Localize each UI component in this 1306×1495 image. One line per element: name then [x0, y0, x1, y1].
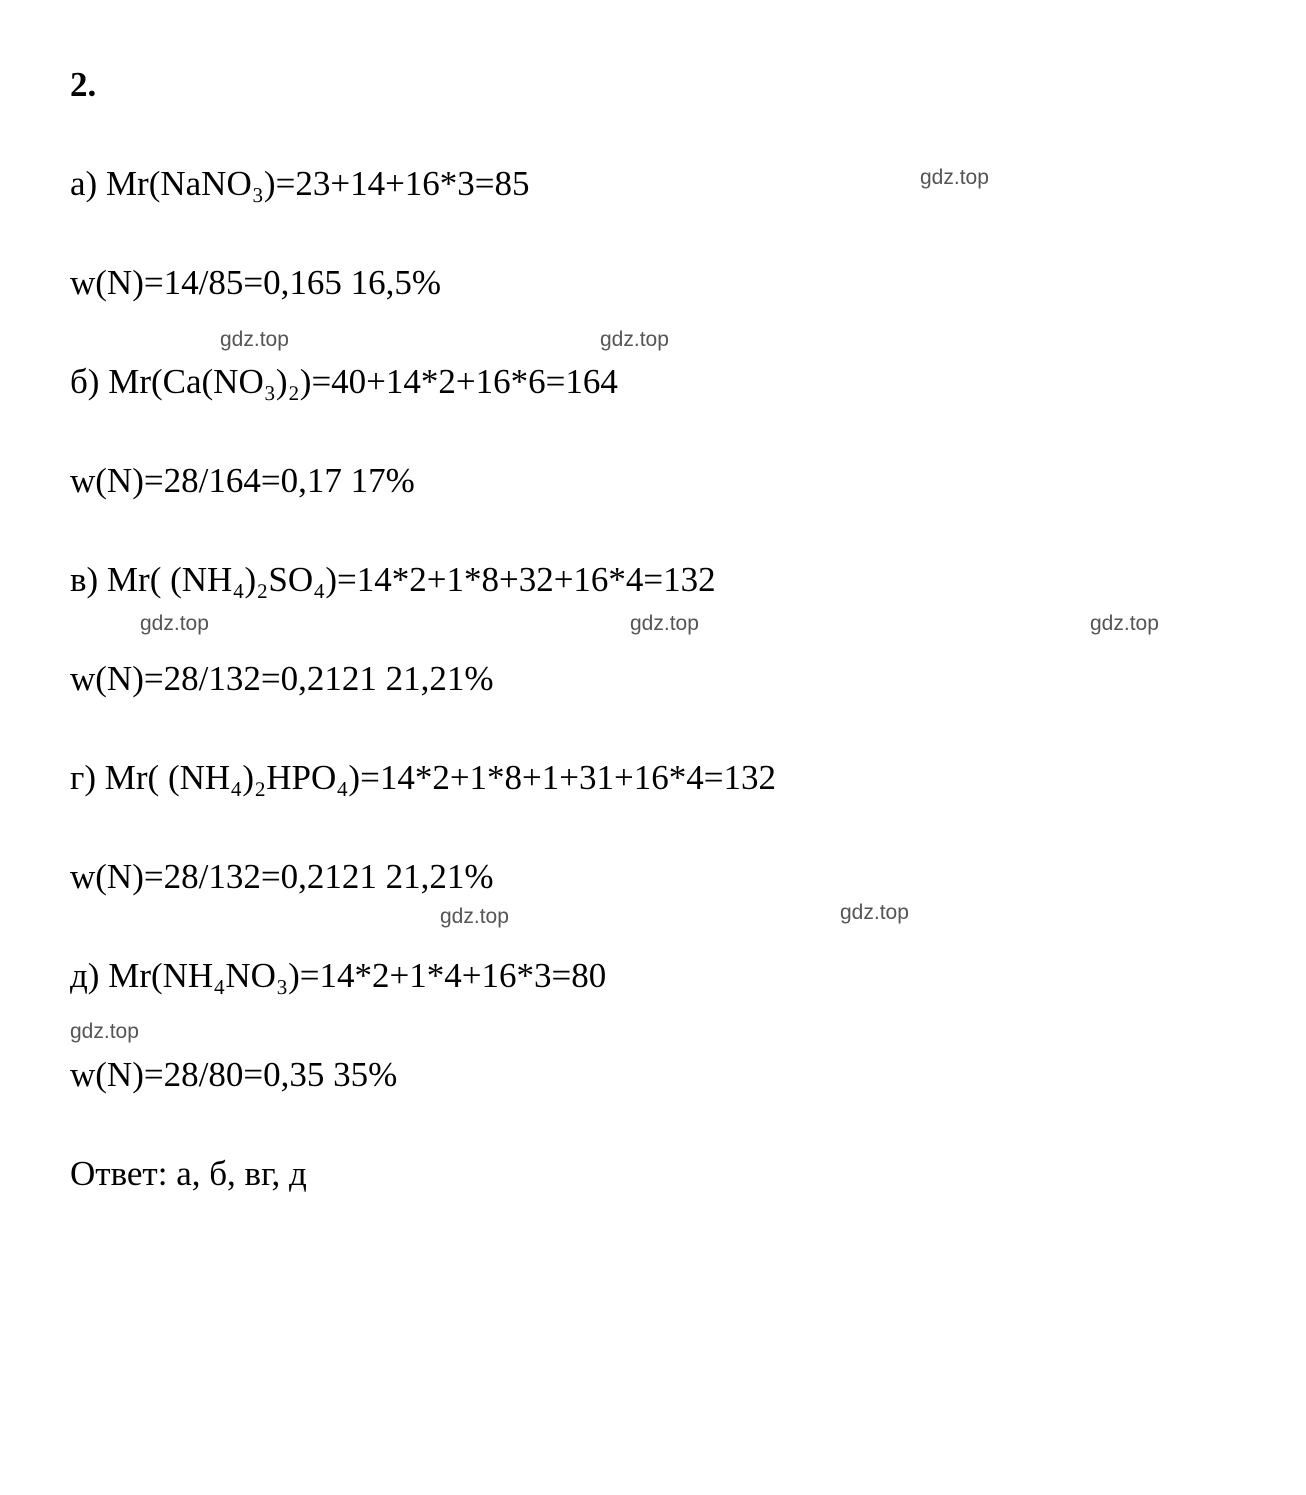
equation-text: г) Mr( (NH₄)₂HPO₄)=14*2+1*8+1+31+16*4=13…	[70, 758, 776, 797]
watermark-text: gdz.top	[600, 325, 669, 354]
equation-text: w(N)=14/85=0,165 16,5%	[70, 263, 441, 302]
watermark-text: gdz.top	[840, 898, 909, 927]
line-b-w: w(N)=28/164=0,17 17%	[70, 456, 1236, 505]
line-b-mr: gdz.top gdz.top б) Mr(Ca(NO₃)₂)=40+14*2+…	[70, 357, 1236, 406]
line-v-mr: в) Mr( (NH₄)₂SO₄)=14*2+1*8+32+16*4=132 g…	[70, 555, 1236, 604]
watermark-text: gdz.top	[140, 609, 209, 638]
equation-text: w(N)=28/132=0,2121 21,21%	[70, 659, 493, 698]
answer-text: Ответ: а, б, вг, д	[70, 1154, 307, 1193]
watermark-text: gdz.top	[920, 163, 989, 192]
watermark-text: gdz.top	[1090, 609, 1159, 638]
equation-text: а) Mr(NaNO₃)=23+14+16*3=85	[70, 164, 530, 203]
watermark-text: gdz.top	[630, 609, 699, 638]
watermark-text: gdz.top	[70, 1017, 139, 1046]
equation-text: w(N)=28/80=0,35 35%	[70, 1055, 397, 1094]
line-v-w: w(N)=28/132=0,2121 21,21%	[70, 654, 1236, 703]
equation-text: w(N)=28/164=0,17 17%	[70, 461, 415, 500]
line-g-mr: г) Mr( (NH₄)₂HPO₄)=14*2+1*8+1+31+16*4=13…	[70, 753, 1236, 802]
watermark-text: gdz.top	[440, 902, 509, 931]
line-answer: Ответ: а, б, вг, д	[70, 1149, 1236, 1198]
equation-text: д) Mr(NH₄NO₃)=14*2+1*4+16*3=80	[70, 956, 606, 995]
equation-text: в) Mr( (NH₄)₂SO₄)=14*2+1*8+32+16*4=132	[70, 560, 716, 599]
equation-text: w(N)=28/132=0,2121 21,21%	[70, 857, 493, 896]
line-d-w: gdz.top w(N)=28/80=0,35 35%	[70, 1050, 1236, 1099]
line-a-mr: а) Mr(NaNO₃)=23+14+16*3=85 gdz.top	[70, 159, 1236, 208]
problem-number: 2.	[70, 60, 1236, 109]
line-d-mr: д) Mr(NH₄NO₃)=14*2+1*4+16*3=80	[70, 951, 1236, 1000]
line-g-w: w(N)=28/132=0,2121 21,21% gdz.top gdz.to…	[70, 852, 1236, 901]
equation-text: б) Mr(Ca(NO₃)₂)=40+14*2+16*6=164	[70, 362, 618, 401]
line-a-w: w(N)=14/85=0,165 16,5%	[70, 258, 1236, 307]
watermark-text: gdz.top	[220, 325, 289, 354]
